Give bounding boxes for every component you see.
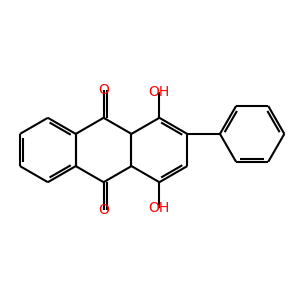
Text: O: O — [98, 202, 109, 217]
Text: O: O — [98, 83, 109, 98]
Text: OH: OH — [149, 85, 170, 99]
Text: OH: OH — [149, 201, 170, 215]
